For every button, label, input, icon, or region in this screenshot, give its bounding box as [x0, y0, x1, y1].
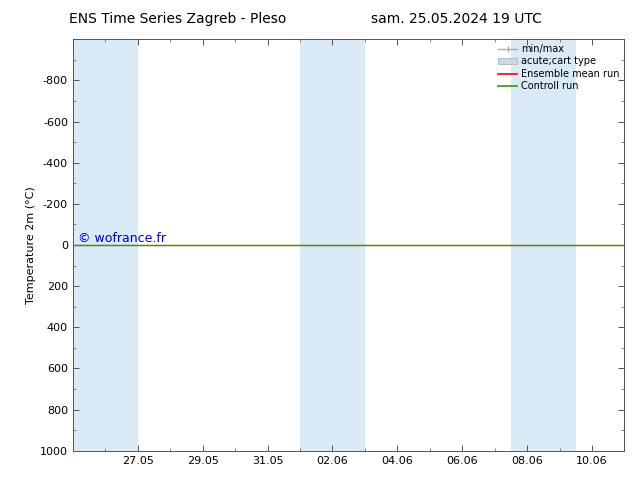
- Text: ENS Time Series Zagreb - Pleso: ENS Time Series Zagreb - Pleso: [69, 12, 286, 26]
- Bar: [511, 39, 576, 451]
- Text: sam. 25.05.2024 19 UTC: sam. 25.05.2024 19 UTC: [371, 12, 542, 26]
- Legend: min/max, acute;cart type, Ensemble mean run, Controll run: min/max, acute;cart type, Ensemble mean …: [496, 42, 621, 93]
- Bar: [73, 39, 138, 451]
- Text: © wofrance.fr: © wofrance.fr: [79, 232, 167, 245]
- Bar: [300, 39, 365, 451]
- Y-axis label: Temperature 2m (°C): Temperature 2m (°C): [26, 186, 36, 304]
